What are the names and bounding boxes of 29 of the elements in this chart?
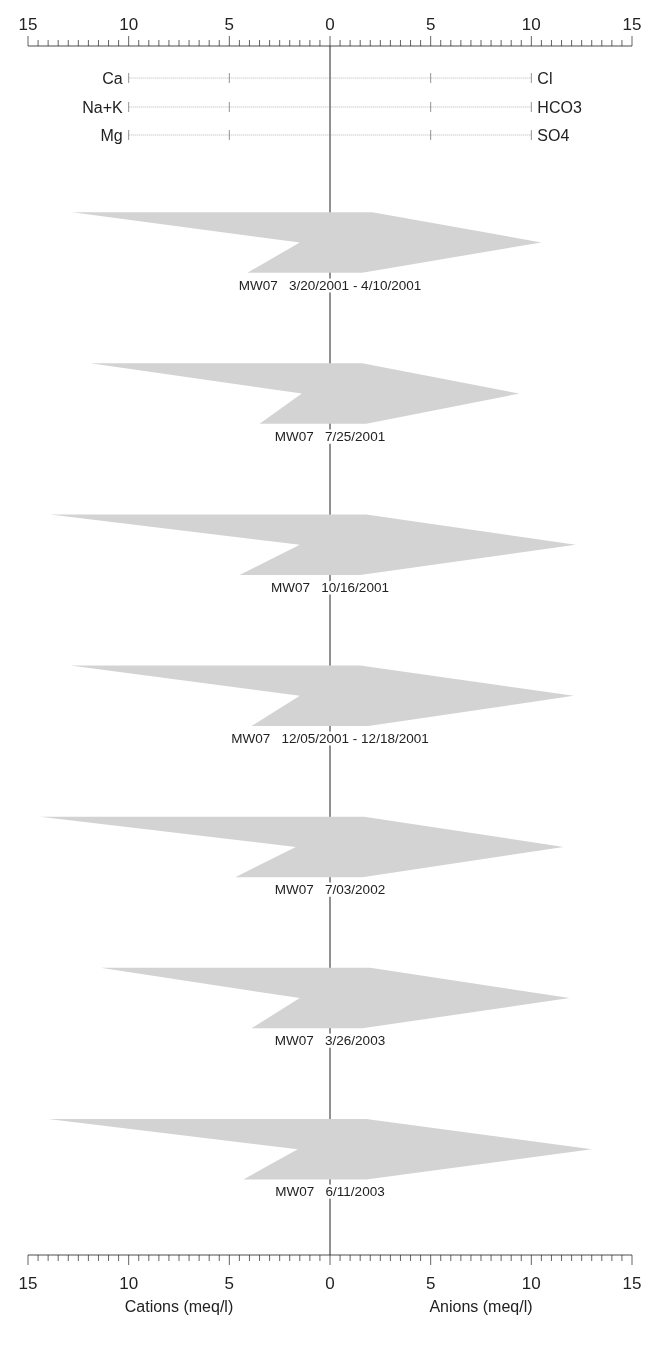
- series-label: MW07 12/05/2001 - 12/18/2001: [231, 731, 429, 747]
- series-label: MW07 3/20/2001 - 4/10/2001: [238, 277, 422, 293]
- x-tick-label: 5: [425, 15, 436, 34]
- annotation: Mg: [100, 127, 123, 144]
- annotation: HCO3: [537, 99, 582, 116]
- series-label: MW07 7/03/2002: [274, 882, 386, 898]
- x-tick-label: 15: [622, 15, 642, 34]
- x-tick-label: 10: [521, 15, 541, 34]
- x-tick-label: 10: [119, 15, 139, 34]
- text: Anions (meq/l): [429, 1298, 533, 1315]
- annotation: SO4: [537, 127, 570, 144]
- x2-tick-label: 0: [325, 1274, 335, 1293]
- x-tick-label: 5: [224, 15, 235, 34]
- x2-tick-label: 10: [521, 1274, 541, 1293]
- x-tick-label: 15: [18, 15, 38, 34]
- x2-tick-label: 5: [425, 1274, 436, 1293]
- annotation: Cl: [537, 70, 553, 87]
- annotation: Na+K: [82, 99, 123, 116]
- x2-tick-label: 15: [622, 1274, 642, 1293]
- series-label: MW07 6/11/2003: [275, 1184, 385, 1200]
- x2-tick-label: 15: [18, 1274, 38, 1293]
- series-label: MW07 7/25/2001: [274, 428, 386, 444]
- series-label: MW07 10/16/2001: [271, 579, 389, 595]
- x2-tick-label: 10: [119, 1274, 139, 1293]
- text: Cations (meq/l): [124, 1298, 234, 1315]
- x-tick-label: 0: [325, 15, 335, 34]
- x2-tick-label: 5: [224, 1274, 235, 1293]
- annotation: Ca: [102, 70, 123, 87]
- series-label: MW07 3/26/2003: [274, 1033, 386, 1049]
